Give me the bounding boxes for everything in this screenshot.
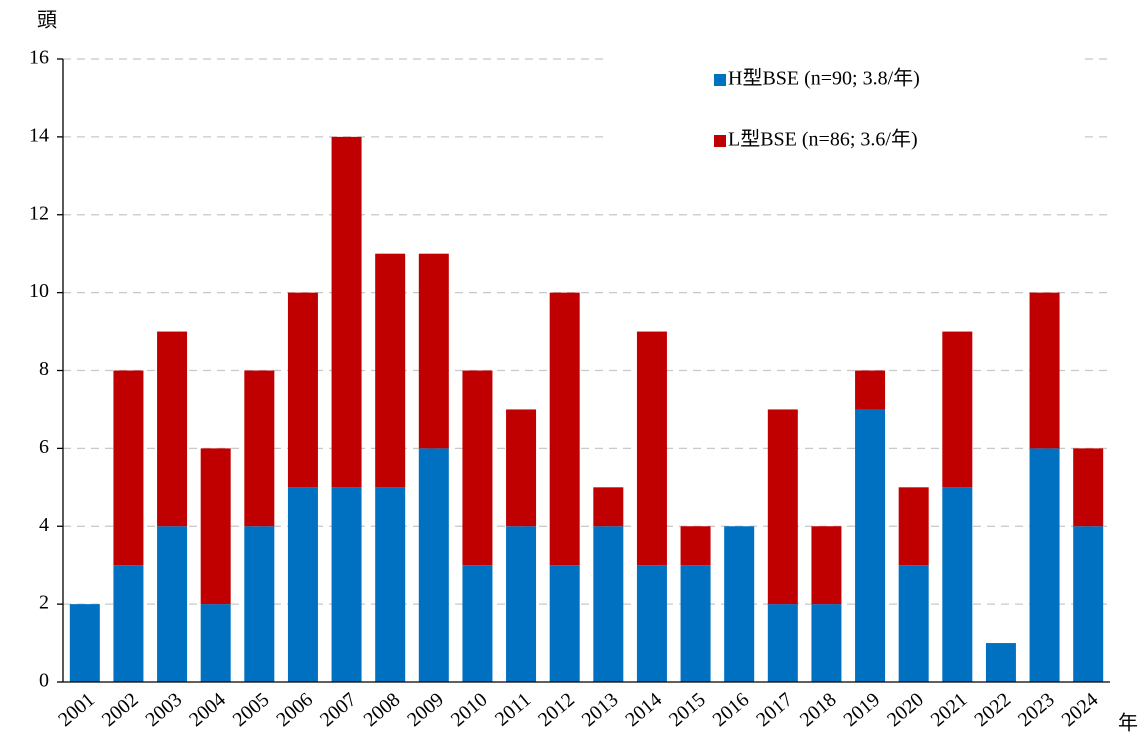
y-tick-label: 10 [29, 280, 49, 302]
bar-segment [418, 448, 449, 682]
x-axis-label: 年 [1118, 712, 1138, 735]
x-tick-label: 2008 [360, 688, 405, 731]
bar-segment [636, 331, 667, 566]
legend-swatch [714, 135, 726, 147]
y-tick-label: 6 [39, 436, 49, 458]
x-tick-label: 2003 [141, 688, 186, 731]
bar-segment [157, 526, 188, 682]
bar-segment [462, 565, 493, 682]
x-tick-label: 2009 [403, 688, 448, 731]
bar-segment [69, 604, 100, 682]
bar-segment [244, 370, 275, 527]
bar-segment [506, 526, 537, 682]
bar-segment [157, 331, 188, 527]
bar-segment [811, 526, 842, 605]
bar-segment [898, 565, 929, 682]
bar-segment [113, 565, 144, 682]
bar-segment [767, 604, 798, 682]
bar-segment [942, 487, 973, 682]
x-tick-label: 2023 [1014, 688, 1059, 731]
bar-segment [331, 487, 362, 682]
x-tick-label: 2020 [883, 688, 928, 731]
x-tick-label: 2022 [970, 688, 1015, 731]
bar-segment [1073, 448, 1104, 527]
bar-segment [1029, 448, 1060, 682]
y-tick-label: 8 [39, 358, 49, 380]
bar-segment [549, 292, 580, 566]
x-tick-label: 2021 [927, 688, 972, 731]
bar-segment [418, 253, 449, 449]
x-tick-label: 2011 [491, 688, 535, 730]
bar-segment [287, 292, 318, 488]
bar-segment [287, 487, 318, 682]
bar-segment [985, 643, 1016, 682]
legend-label: L型BSE (n=86; 3.6/年) [728, 128, 918, 151]
bar-segment [200, 448, 231, 605]
x-tick-label: 2014 [621, 688, 666, 731]
bar-segment [506, 409, 537, 527]
x-tick-label: 2017 [752, 688, 797, 731]
bar-segment [200, 604, 231, 682]
bar-segment [244, 526, 275, 682]
bar-segment [462, 370, 493, 566]
bar-segment [331, 136, 362, 488]
x-tick-label: 2002 [98, 688, 143, 731]
y-axis-label: 頭 [37, 10, 57, 32]
bar-segment [855, 409, 886, 682]
bar-segment [811, 604, 842, 682]
x-tick-label: 2018 [796, 688, 841, 731]
x-tick-label: 2013 [578, 688, 623, 731]
bar-segment [375, 253, 406, 488]
bar-segment [942, 331, 973, 488]
bar-segment [593, 487, 624, 527]
bar-segment [636, 565, 667, 682]
x-tick-label: 2004 [185, 688, 230, 731]
bar-segment [724, 526, 755, 682]
legend-label: H型BSE (n=90; 3.8/年) [728, 67, 920, 90]
x-tick-label: 2007 [316, 688, 361, 731]
x-tick-label: 2005 [229, 688, 274, 731]
bar-segment [898, 487, 929, 566]
legend-swatch [714, 74, 726, 86]
x-tick-label: 2015 [665, 688, 710, 731]
y-tick-label: 4 [39, 514, 49, 536]
x-tick-label: 2024 [1058, 688, 1103, 731]
x-tick-label: 2010 [447, 688, 492, 731]
bar-segment [375, 487, 406, 682]
bar-segment [593, 526, 624, 682]
y-tick-label: 0 [39, 670, 49, 692]
y-tick-label: 14 [29, 124, 49, 146]
legend-background [608, 45, 1080, 165]
x-tick-label: 2019 [839, 688, 884, 731]
bar-segment [1073, 526, 1104, 682]
bar-segment [680, 565, 711, 682]
x-tick-label: 2001 [54, 688, 99, 731]
bar-segment [113, 370, 144, 566]
x-tick-label: 2012 [534, 688, 579, 731]
x-tick-label: 2016 [709, 688, 754, 731]
bar-segment [549, 565, 580, 682]
bar-segment [1029, 292, 1060, 449]
y-tick-label: 12 [29, 202, 49, 224]
y-tick-label: 16 [29, 47, 49, 69]
bar-segment [680, 526, 711, 566]
y-tick-label: 2 [39, 592, 49, 614]
bar-segment [767, 409, 798, 605]
bar-segment [855, 370, 886, 410]
x-tick-label: 2006 [272, 688, 317, 731]
